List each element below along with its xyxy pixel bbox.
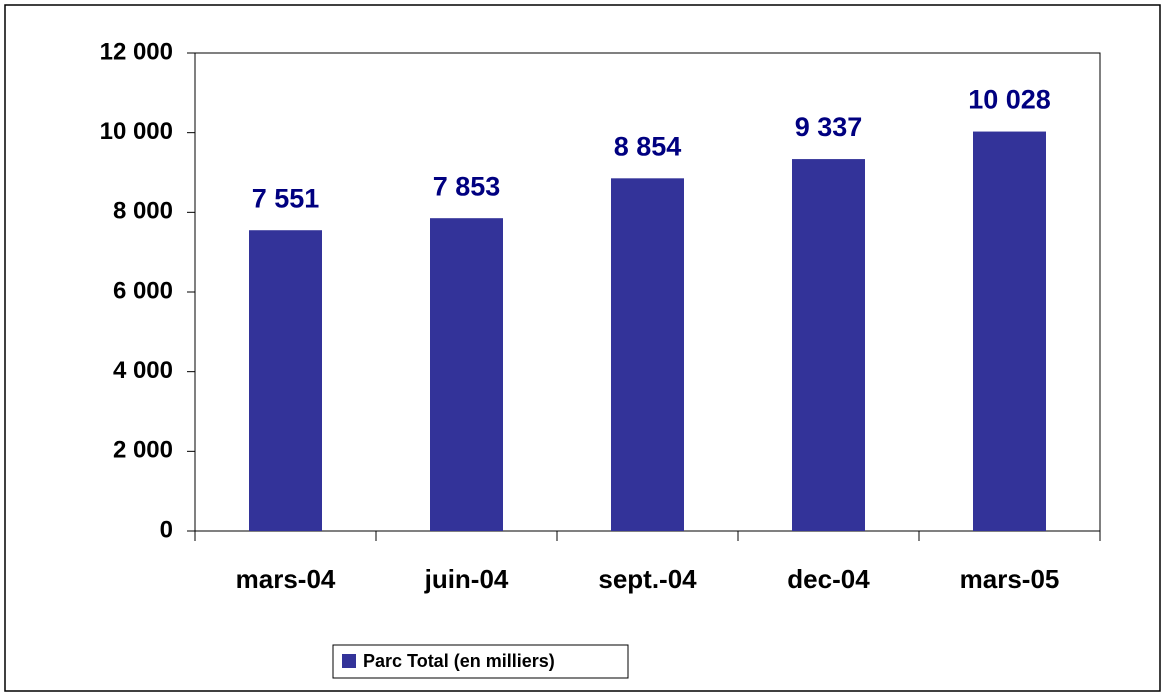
data-label: 7 853	[433, 171, 501, 201]
bar	[792, 159, 865, 531]
data-label: 8 854	[614, 131, 682, 161]
x-tick-label: mars-05	[960, 564, 1060, 594]
bar	[973, 131, 1046, 531]
x-tick-label: mars-04	[236, 564, 336, 594]
bar	[611, 178, 684, 531]
legend-label: Parc Total (en milliers)	[363, 651, 555, 671]
y-tick-label: 4 000	[113, 357, 173, 384]
y-tick-label: 6 000	[113, 277, 173, 304]
data-label: 7 551	[252, 183, 320, 213]
y-tick-label: 0	[160, 516, 173, 543]
legend-swatch	[342, 654, 356, 668]
data-label: 10 028	[968, 85, 1051, 115]
x-tick-label: juin-04	[424, 564, 509, 594]
y-tick-label: 12 000	[100, 38, 173, 65]
y-tick-label: 10 000	[100, 118, 173, 145]
data-label: 9 337	[795, 112, 863, 142]
legend-box	[332, 644, 629, 679]
y-tick-label: 8 000	[113, 198, 173, 225]
bar	[430, 218, 503, 531]
y-tick-label: 2 000	[113, 437, 173, 464]
x-tick-label: dec-04	[787, 564, 870, 594]
x-tick-label: sept.-04	[598, 564, 697, 594]
chart-border	[4, 4, 1161, 692]
bar	[249, 230, 322, 531]
